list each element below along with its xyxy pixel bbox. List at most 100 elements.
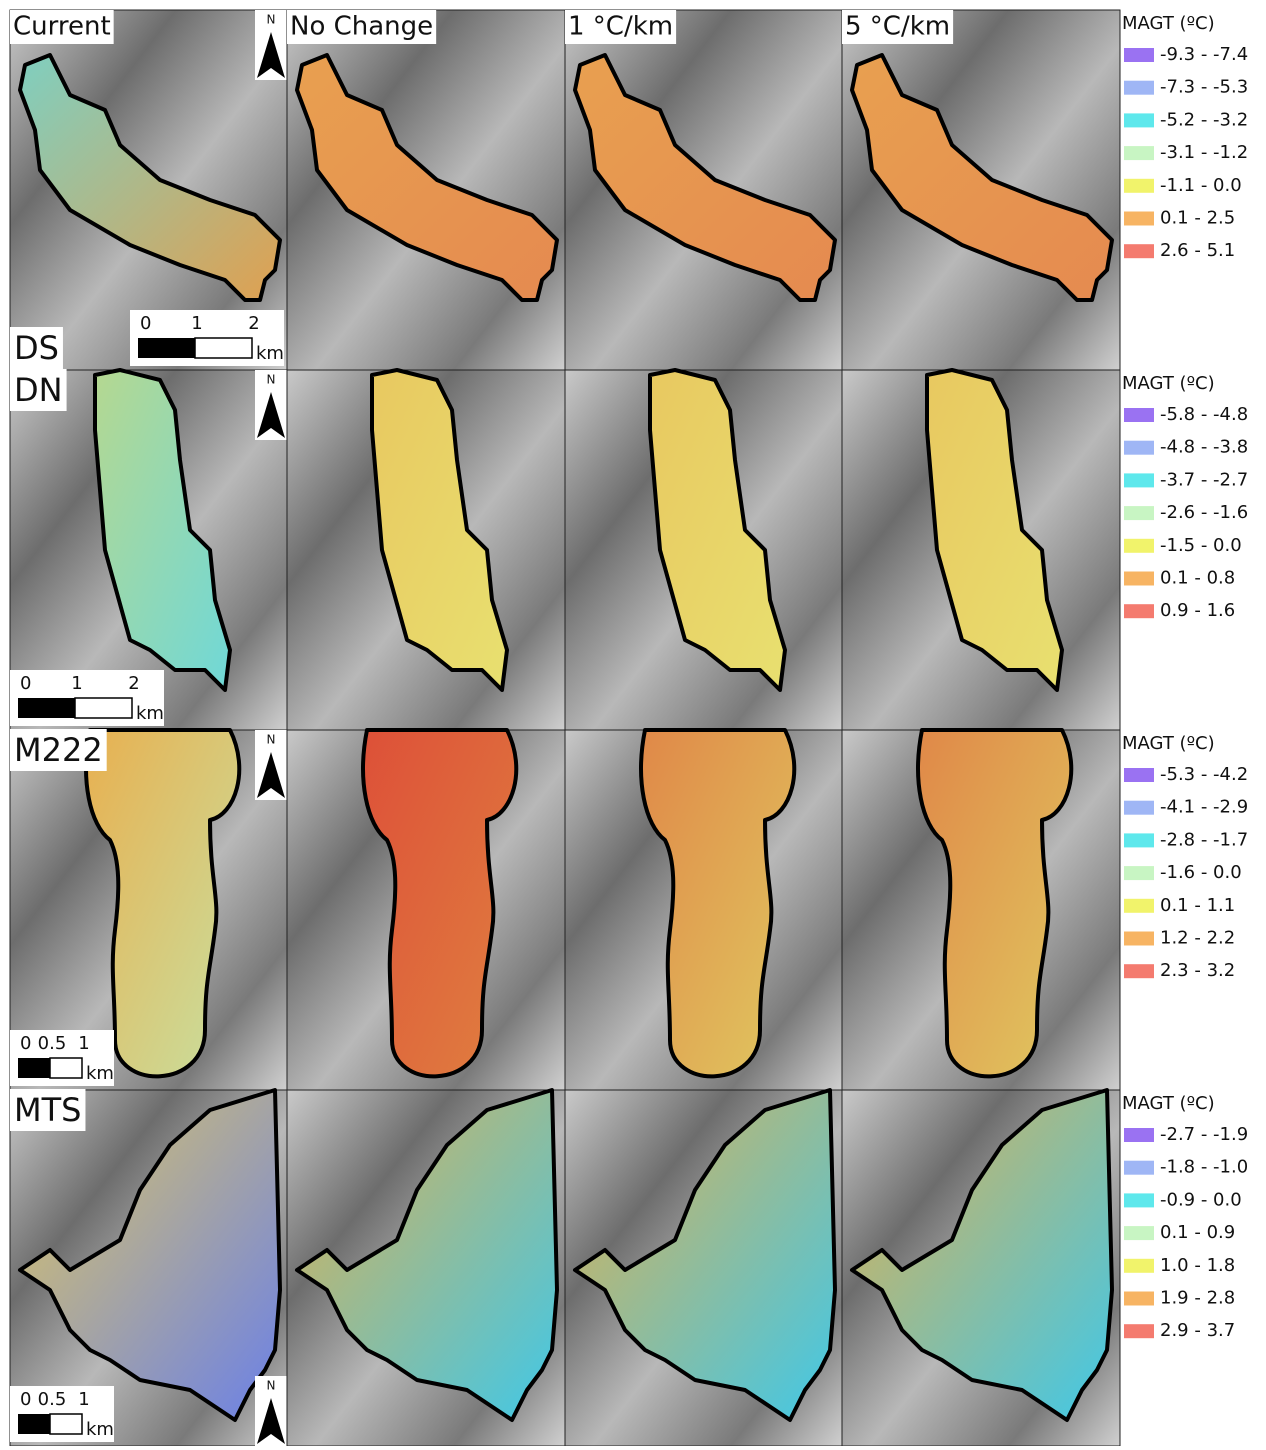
north-label: N (267, 1379, 276, 1393)
scale-tick: 1 (191, 313, 202, 334)
legend-label: -2.6 - -1.6 (1160, 502, 1248, 523)
legend-label: -1.1 - 0.0 (1160, 175, 1242, 196)
legend-label: -1.8 - -1.0 (1160, 1157, 1248, 1178)
north-label: N (267, 733, 276, 747)
legend-label: 0.1 - 2.5 (1160, 208, 1235, 229)
scale-tick: 2 (128, 673, 139, 694)
legend-swatch (1124, 441, 1154, 455)
map-panel (842, 370, 1120, 730)
legend-label: -5.2 - -3.2 (1160, 109, 1248, 130)
legend-swatch (1124, 768, 1154, 782)
scale-white (50, 1414, 82, 1434)
legend-swatch (1124, 1161, 1154, 1175)
column-title: 1 °C/km (568, 12, 673, 42)
map-panel: No Change (287, 10, 565, 370)
map-panel (842, 730, 1120, 1090)
legend-label: 1.9 - 2.8 (1160, 1288, 1235, 1309)
scale-tick: 0.5 (38, 1033, 67, 1054)
scale-black (18, 1058, 50, 1078)
scale-black (138, 338, 195, 358)
legend-swatch (1124, 899, 1154, 913)
legend-swatch (1124, 604, 1154, 618)
scale-tick: 1 (78, 1033, 89, 1054)
legend-swatch (1124, 113, 1154, 127)
legend-title: MAGT (ºC) (1122, 373, 1215, 394)
map-panel: 1 °C/km (565, 10, 842, 370)
row-label: M222 (14, 731, 103, 769)
legend-label: 1.0 - 1.8 (1160, 1255, 1235, 1276)
row-label: DN (14, 371, 63, 409)
scale-tick: 1 (78, 1389, 89, 1410)
legend-swatch (1124, 964, 1154, 978)
legend-title: MAGT (ºC) (1122, 1093, 1215, 1114)
map-panel (287, 1090, 565, 1446)
legend-label: -7.3 - -5.3 (1160, 77, 1248, 98)
legend-swatch (1124, 1324, 1154, 1338)
map-panel: M222 N 0 0.5 1 km (10, 729, 287, 1090)
map-panel (842, 1090, 1120, 1446)
column-title: No Change (290, 12, 433, 42)
legend-swatch (1124, 866, 1154, 880)
legend-swatch (1124, 212, 1154, 226)
legend-label: -1.5 - 0.0 (1160, 535, 1242, 556)
scale-tick: 0.5 (38, 1389, 67, 1410)
legend-swatch (1124, 1226, 1154, 1240)
legend-swatch (1124, 244, 1154, 258)
row-label: MTS (14, 1091, 81, 1129)
column-title: Current (13, 12, 111, 42)
map-panel (565, 370, 842, 730)
legend-label: -9.3 - -7.4 (1160, 44, 1248, 65)
legend-label: 0.1 - 1.1 (1160, 895, 1235, 916)
legend-label: -3.1 - -1.2 (1160, 142, 1248, 163)
map-panel (287, 370, 565, 730)
legend-label: 2.3 - 3.2 (1160, 960, 1235, 981)
legend-label: -5.3 - -4.2 (1160, 764, 1248, 785)
scale-tick: 1 (71, 673, 82, 694)
legend-label: -2.7 - -1.9 (1160, 1124, 1248, 1145)
legend-label: -1.6 - 0.0 (1160, 862, 1242, 883)
legend-label: 2.9 - 3.7 (1160, 1320, 1235, 1341)
legend-swatch (1124, 408, 1154, 422)
map-panel (565, 730, 842, 1090)
legend-label: -2.8 - -1.7 (1160, 829, 1248, 850)
legend-label: -0.9 - 0.0 (1160, 1189, 1242, 1210)
legend-title: MAGT (ºC) (1122, 13, 1215, 34)
scale-tick: 0 (140, 313, 151, 334)
legend-label: -3.7 - -2.7 (1160, 469, 1248, 490)
legend-swatch (1124, 81, 1154, 95)
legend-label: 0.9 - 1.6 (1160, 600, 1235, 621)
legend-swatch (1124, 146, 1154, 160)
legend-swatch (1124, 932, 1154, 946)
scale-unit: km (256, 343, 284, 364)
row-label: DS (14, 329, 59, 367)
legend-swatch (1124, 539, 1154, 553)
legend-swatch (1124, 473, 1154, 487)
map-panel (287, 730, 565, 1090)
scale-unit: km (86, 1063, 114, 1084)
legend-swatch (1124, 801, 1154, 815)
map-panel (565, 1090, 842, 1446)
legend-swatch (1124, 1193, 1154, 1207)
legend-swatch (1124, 1259, 1154, 1273)
legend-swatch (1124, 833, 1154, 847)
legend-swatch (1124, 179, 1154, 193)
scale-white (75, 698, 132, 718)
legend-swatch (1124, 506, 1154, 520)
scale-white (195, 338, 252, 358)
scale-unit: km (136, 703, 164, 724)
north-label: N (267, 13, 276, 27)
scale-tick: 0 (20, 1033, 31, 1054)
scale-tick: 0 (20, 673, 31, 694)
legend-label: 2.6 - 5.1 (1160, 240, 1235, 261)
column-title: 5 °C/km (845, 12, 950, 42)
legend-label: -4.1 - -2.9 (1160, 797, 1248, 818)
legend-swatch (1124, 572, 1154, 586)
figure: Current DS N 0 1 2 km No Change 1 °C/km 5 °C/km MA… (0, 0, 1266, 1446)
legend-swatch (1124, 1292, 1154, 1306)
legend-swatch (1124, 1128, 1154, 1142)
legend-title: MAGT (ºC) (1122, 733, 1215, 754)
legend-label: 0.1 - 0.8 (1160, 568, 1235, 589)
